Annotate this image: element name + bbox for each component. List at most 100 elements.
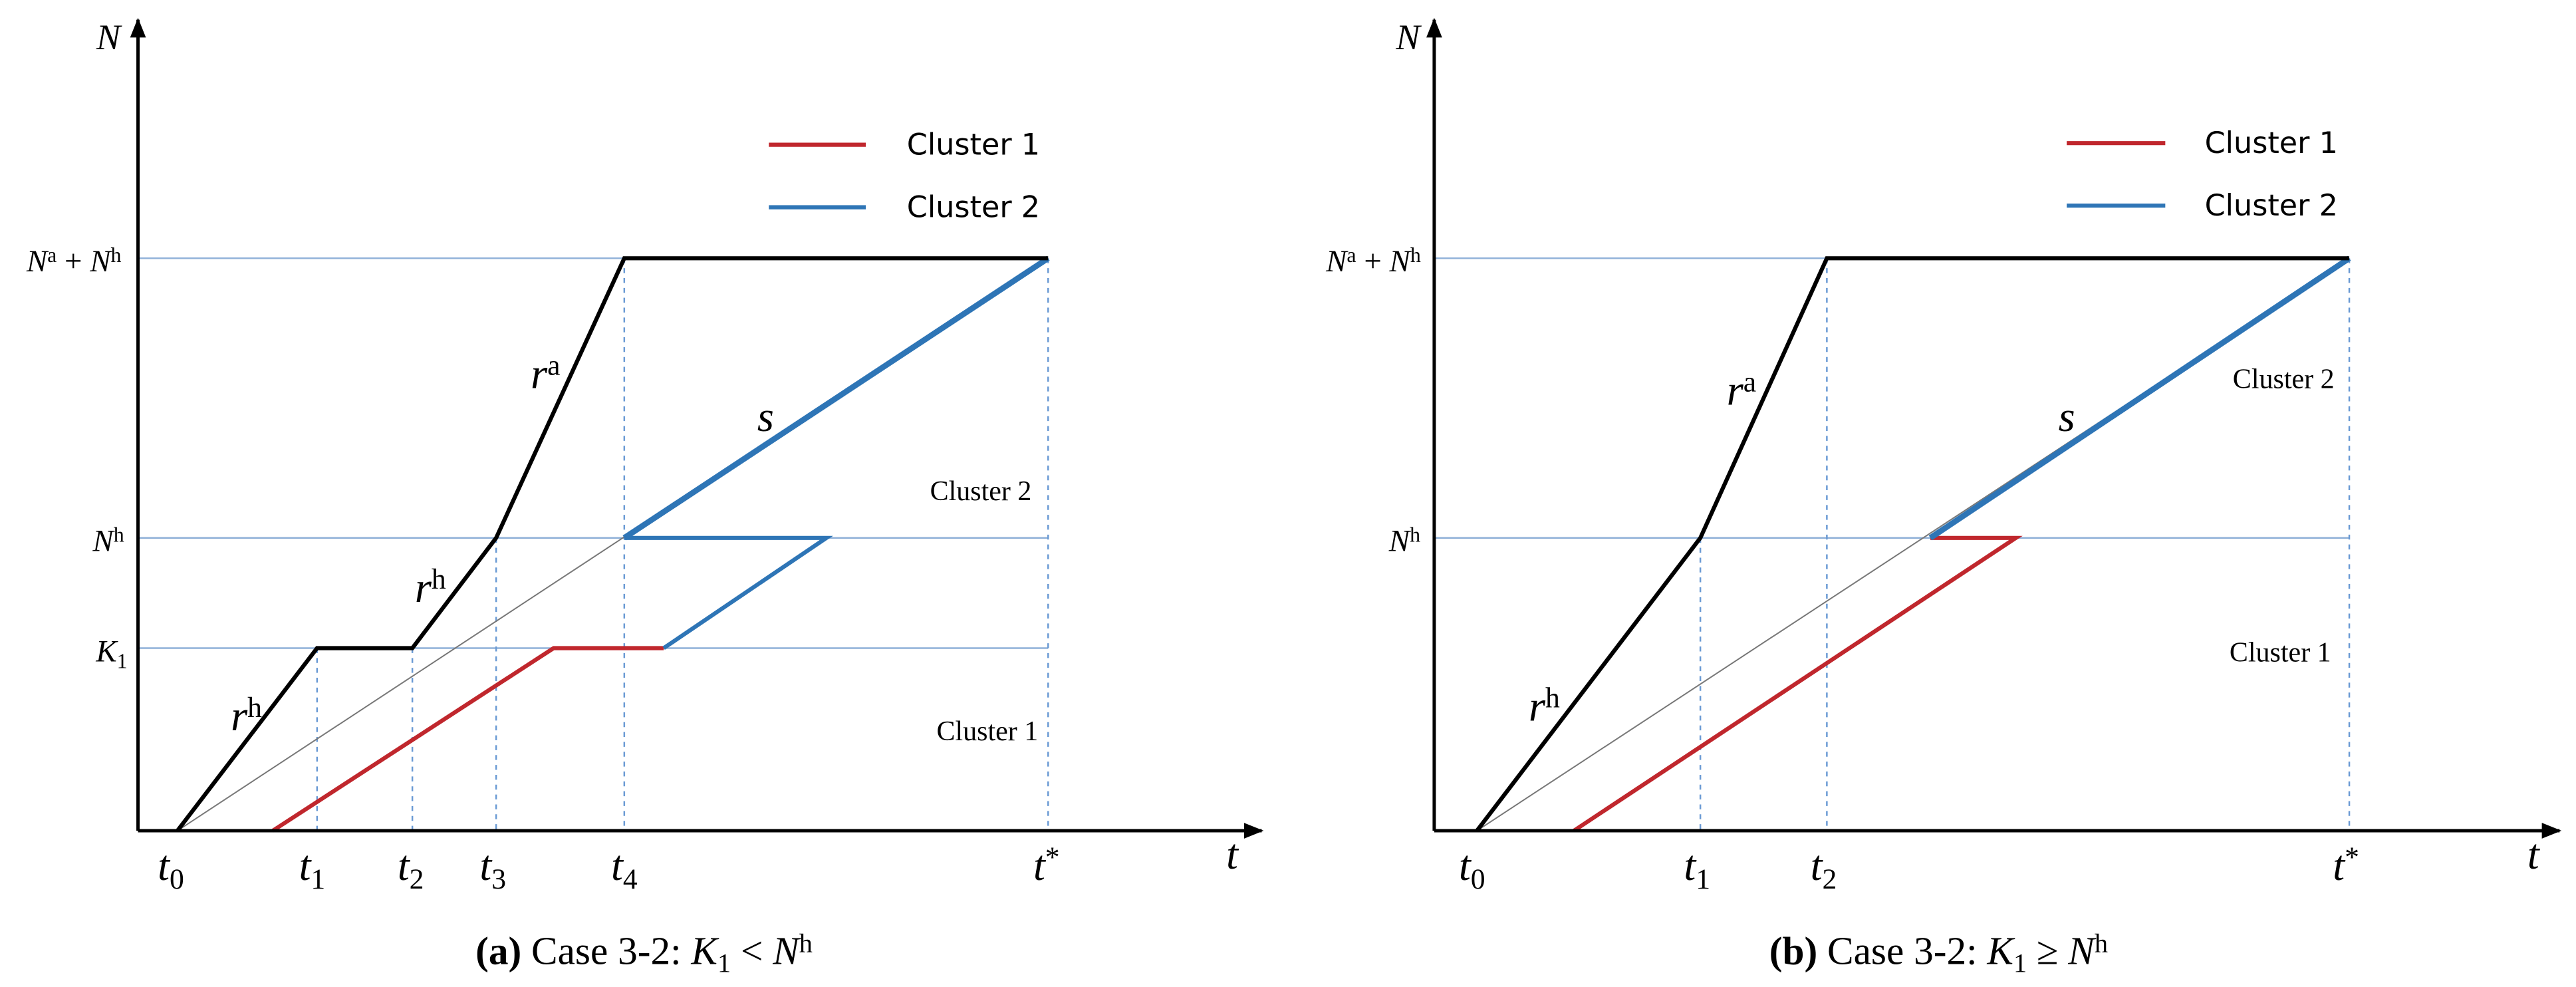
text-part: h <box>247 692 262 724</box>
x-tick-label: t2 <box>398 842 424 895</box>
text-part: a <box>47 243 57 267</box>
caption: (b) Case 3-2: K1 ≥ Nh <box>1769 928 2108 978</box>
text-part: 1 <box>2013 948 2027 978</box>
text-part: s <box>2059 393 2075 440</box>
text-part: 0 <box>1471 863 1485 895</box>
legend-label: Cluster 2 <box>2205 189 2338 223</box>
text-part: + <box>57 244 90 279</box>
x-tick-label: t1 <box>1684 842 1710 895</box>
y-axis-label: N <box>1395 17 1422 57</box>
x-axis-label: t <box>1226 831 1239 878</box>
text-part: (a) <box>475 928 521 972</box>
text-part: 2 <box>410 863 424 895</box>
text-part: + <box>1356 244 1390 279</box>
x-tick-label: t0 <box>1459 842 1485 895</box>
curve-label: rh <box>415 563 446 611</box>
text-part: r <box>1529 682 1546 730</box>
curve-label: ra <box>1727 366 1756 414</box>
text-part: t <box>1033 842 1047 889</box>
text-part: r <box>231 692 248 740</box>
x-tick-label: t2 <box>1811 842 1837 895</box>
y-tick-label: K1 <box>95 634 127 672</box>
text-part: N <box>26 244 49 279</box>
text-part: N <box>1389 244 1412 279</box>
text-part: N <box>2067 928 2097 972</box>
text-part: K <box>690 928 719 972</box>
text-part: < <box>731 928 773 972</box>
region-label: Cluster 2 <box>930 476 1032 507</box>
text-part: h <box>114 523 124 546</box>
curve-label: rh <box>1529 682 1560 730</box>
text-part: a <box>1743 366 1756 398</box>
text-part: h <box>799 928 813 958</box>
curve-label: ra <box>531 350 560 398</box>
text-part: t <box>158 842 171 889</box>
y-tick-label: Nh <box>92 523 124 558</box>
text-part: ≥ <box>2027 928 2068 972</box>
text-part: t <box>1811 842 1824 889</box>
text-part: N <box>1395 17 1422 57</box>
x-tick-label: t* <box>2333 841 2359 889</box>
legend-label: Cluster 1 <box>2205 126 2338 160</box>
panel-a <box>130 17 1264 839</box>
text-part: t <box>2333 842 2346 889</box>
y-axis-label: N <box>96 17 122 57</box>
text-part: h <box>2095 928 2108 958</box>
text-part: N <box>772 928 801 972</box>
text-part: N <box>1388 524 1412 559</box>
x-tick-label: t0 <box>158 842 184 895</box>
panel-b <box>1426 17 2562 839</box>
text-part: t <box>2527 831 2541 878</box>
text-part: 1 <box>1696 863 1710 895</box>
text-part: 1 <box>717 948 731 978</box>
text-part: h <box>111 243 122 267</box>
text-part: a <box>1347 243 1356 267</box>
text-part: N <box>1325 244 1349 279</box>
region-label: Cluster 1 <box>936 716 1038 747</box>
text-part: 1 <box>117 649 128 672</box>
region-label: Cluster 1 <box>2230 637 2331 668</box>
text-part: Case 3-2: <box>1817 928 1987 972</box>
text-part: 1 <box>311 863 325 895</box>
text-part: t <box>1459 842 1472 889</box>
text-part: t <box>398 842 411 889</box>
x-tick-label: t3 <box>479 842 506 895</box>
text-part: N <box>92 524 115 559</box>
text-part: t <box>479 842 493 889</box>
x-axis-label: t <box>2527 831 2541 878</box>
region-label: Cluster 2 <box>2233 364 2335 395</box>
text-part: t <box>1684 842 1697 889</box>
text-part: Case 3-2: <box>521 928 691 972</box>
curve-label: s <box>2059 393 2075 440</box>
text-part: t <box>299 842 313 889</box>
y-tick-label: Na + Nh <box>1325 243 1421 279</box>
text-part: (b) <box>1769 928 1817 972</box>
text-part: 3 <box>491 863 506 895</box>
text-part: h <box>1410 523 1420 546</box>
text-part: h <box>1545 682 1560 714</box>
text-part: t <box>611 842 624 889</box>
y-tick-label: Na + Nh <box>26 243 122 279</box>
text-part: h <box>1410 243 1421 267</box>
text-part: K <box>95 634 118 668</box>
text-part: t <box>1226 831 1239 878</box>
text-part: h <box>432 563 446 595</box>
text-part: N <box>96 17 122 57</box>
x-tick-label: t* <box>1033 841 1060 889</box>
text-part: K <box>1986 928 2015 972</box>
caption: (a) Case 3-2: K1 < Nh <box>475 928 813 978</box>
text-part: 0 <box>170 863 184 895</box>
text-part: 2 <box>1822 863 1837 895</box>
x-tick-label: t1 <box>299 842 326 895</box>
text-part: r <box>1727 366 1744 414</box>
text-part: a <box>547 350 560 382</box>
text-part: * <box>2345 841 2359 873</box>
text-part: * <box>1045 841 1060 873</box>
curve-label: s <box>757 393 774 440</box>
y-tick-label: Nh <box>1388 523 1420 558</box>
x-tick-label: t4 <box>611 842 638 895</box>
text-part: 4 <box>623 863 638 895</box>
text-part: s <box>757 393 774 440</box>
